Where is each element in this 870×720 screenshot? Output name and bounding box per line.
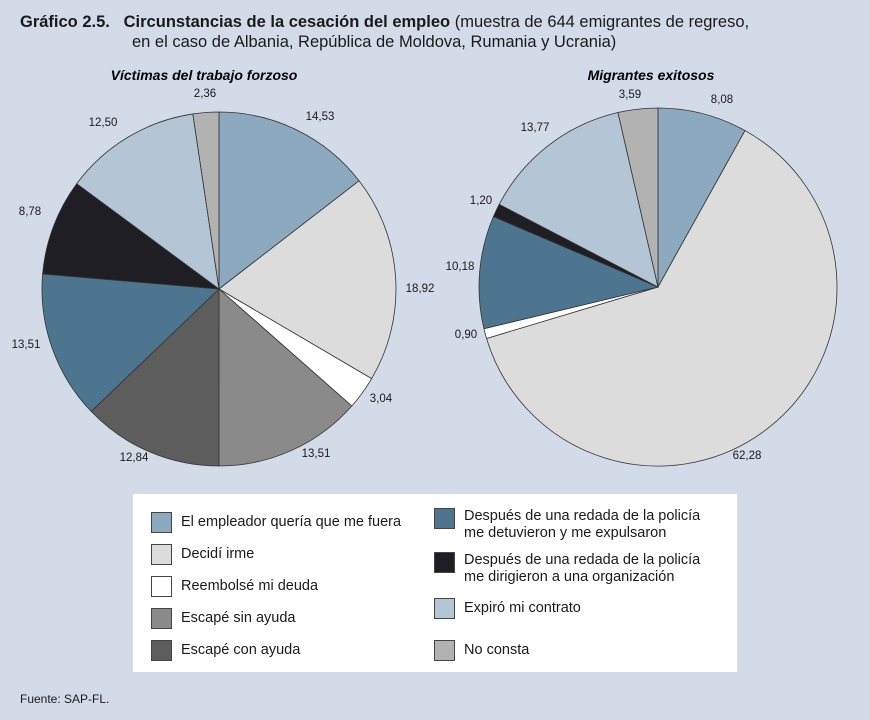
pie-exitosos-slice-8 bbox=[617, 107, 659, 288]
pie-charts: Víctimas del trabajo forzoso Migrantes e… bbox=[12, 67, 838, 467]
pie-exitosos-label-0: 8,08 bbox=[711, 94, 733, 106]
pie-exitosos-label-7: 13,77 bbox=[521, 122, 550, 134]
figure-number: Gráfico 2.5. bbox=[20, 13, 110, 31]
legend-item-0: El empleador quería que me fuera bbox=[151, 512, 401, 533]
legend-label-0: El empleador quería que me fuera bbox=[181, 514, 402, 530]
pie-victimas-slice-0 bbox=[218, 111, 360, 290]
pie-exitosos: 8,08 62,28 0,90 10,18 1,20 13,77 3,59 bbox=[446, 89, 838, 467]
legend-swatch-5 bbox=[434, 508, 455, 529]
pie-exitosos-slice-5 bbox=[478, 216, 660, 330]
pie-victimas-label-4: 12,84 bbox=[120, 452, 149, 464]
legend-item-5: Después de una redada de la policía me d… bbox=[434, 508, 700, 542]
pie-victimas-slice-3 bbox=[218, 288, 353, 467]
source-note: Fuente: SAP-FL. bbox=[20, 692, 110, 706]
legend-swatch-6 bbox=[434, 552, 455, 573]
pie-victimas-label-8: 2,36 bbox=[194, 88, 216, 100]
legend-label-8: No consta bbox=[464, 642, 530, 658]
pie-victimas-label-2: 3,04 bbox=[370, 393, 393, 405]
legend-swatch-0 bbox=[151, 512, 172, 533]
pie-victimas: 14,53 18,92 3,04 13,51 12,84 13,51 8,78 12,50 2,… bbox=[12, 88, 435, 467]
pie-victimas-label-5: 13,51 bbox=[12, 339, 41, 351]
legend-label-7: Expiró mi contrato bbox=[464, 600, 581, 616]
legend-item-4: Escapé con ayuda bbox=[151, 640, 300, 661]
pie-victimas-label-7: 12,50 bbox=[89, 117, 118, 129]
pie-exitosos-slice-1 bbox=[486, 130, 838, 467]
legend-item-7: Expiró mi contrato bbox=[434, 598, 581, 619]
legend-swatch-4 bbox=[151, 640, 172, 661]
pie-victimas-label-6: 8,78 bbox=[19, 206, 41, 218]
legend-swatch-2 bbox=[151, 576, 172, 597]
pie-victimas-label-0: 14,53 bbox=[306, 111, 335, 123]
legend-item-2: Reembolsé mi deuda bbox=[151, 576, 318, 597]
pie-exitosos-label-6: 1,20 bbox=[470, 195, 492, 207]
pie-victimas-slice-6 bbox=[42, 183, 221, 290]
figure-subtitle-1: (muestra de 644 emigrantes de regreso, bbox=[454, 13, 750, 31]
pie-victimas-slice-5 bbox=[41, 273, 220, 412]
pie-victimas-slice-8 bbox=[192, 111, 220, 290]
legend-swatch-1 bbox=[151, 544, 172, 565]
pie-exitosos-label-5: 10,18 bbox=[446, 261, 475, 273]
legend-item-6: Después de una redada de la policía me d… bbox=[434, 552, 700, 586]
pie-victimas-slice-1 bbox=[218, 180, 397, 380]
pie-exitosos-label-1: 62,28 bbox=[733, 450, 762, 462]
pie-victimas-slice-4 bbox=[90, 288, 220, 467]
figure-title: Circunstancias de la cesación del empleo bbox=[123, 13, 451, 31]
pie-victimas-slice-7 bbox=[76, 113, 220, 290]
legend-item-8: No consta bbox=[434, 640, 529, 661]
pie-victimas-label-1: 18,92 bbox=[406, 283, 435, 295]
legend-label-2: Reembolsé mi deuda bbox=[181, 578, 319, 594]
legend-label-3: Escapé sin ayuda bbox=[181, 610, 296, 626]
legend-label-6: Después de una redada de la policía me d… bbox=[464, 552, 701, 585]
pie-victimas-label-3: 13,51 bbox=[302, 448, 331, 460]
pie-exitosos-slice-0 bbox=[657, 107, 746, 289]
legend-item-3: Escapé sin ayuda bbox=[151, 608, 295, 629]
figure-subtitle-2: en el caso de Albania, República de Mold… bbox=[132, 33, 617, 51]
pie-title-exitosos: Migrantes exitosos bbox=[588, 67, 715, 83]
pie-exitosos-slice-7 bbox=[498, 112, 659, 288]
legend-label-1: Decidí irme bbox=[181, 546, 255, 562]
legend-label-5: Después de una redada de la policía me d… bbox=[464, 508, 701, 541]
pie-title-victimas: Víctimas del trabajo forzoso bbox=[111, 67, 298, 83]
legend-item-1: Decidí irme bbox=[151, 544, 254, 565]
legend: El empleador quería que me fuera Decidí i… bbox=[133, 494, 737, 672]
pie-exitosos-label-8: 3,59 bbox=[619, 89, 641, 101]
figure-header: Gráfico 2.5. Circunstancias de la cesaci… bbox=[20, 12, 860, 52]
legend-label-4: Escapé con ayuda bbox=[181, 642, 301, 658]
legend-swatch-8 bbox=[434, 640, 455, 661]
pie-exitosos-label-2: 0,90 bbox=[455, 329, 477, 341]
legend-swatch-7 bbox=[434, 598, 455, 619]
legend-swatch-3 bbox=[151, 608, 172, 629]
